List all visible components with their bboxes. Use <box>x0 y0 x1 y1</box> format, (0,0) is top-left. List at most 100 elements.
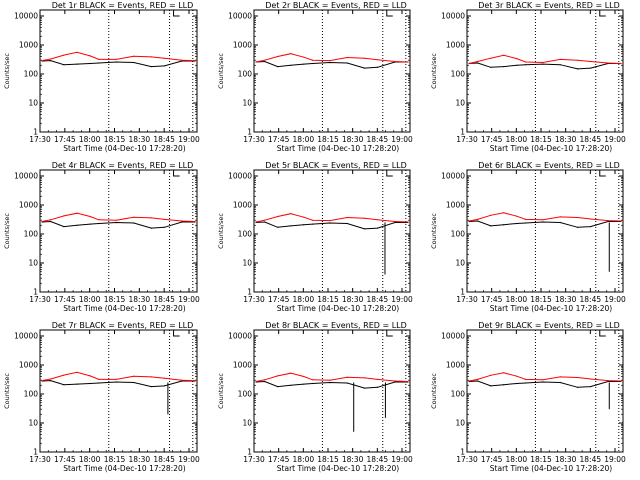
lld-point <box>277 375 279 377</box>
y-tick-label: 10 <box>455 259 465 268</box>
lld-point <box>303 216 305 218</box>
events-point <box>150 66 152 68</box>
lld-point <box>311 59 314 61</box>
lld-point <box>346 56 348 59</box>
y-tick-label: 10 <box>28 419 38 428</box>
events-point <box>163 65 165 67</box>
lld-point <box>620 62 622 65</box>
x-tick-label: 17:45 <box>54 135 76 144</box>
panel-title: Det 3r BLACK = Events, RED = LLD <box>478 1 620 10</box>
events-point <box>89 62 91 65</box>
lld-point <box>590 60 592 63</box>
lld-point <box>255 221 257 223</box>
x-tick-label: 18:00 <box>79 135 101 144</box>
y-tick-label: 10 <box>455 99 465 108</box>
events-point <box>516 382 518 385</box>
y-tick-label: 100 <box>451 390 466 399</box>
y-tick-label: 100 <box>24 70 39 79</box>
y-tick-label: 100 <box>238 390 253 399</box>
lld-point <box>150 56 152 58</box>
lld-point <box>524 378 527 380</box>
lld-point <box>264 379 266 381</box>
x-tick-label: 18:45 <box>367 135 389 144</box>
y-tick-label: 10 <box>28 259 38 268</box>
y-tick-label: 10000 <box>441 332 465 341</box>
lld-point <box>394 380 396 382</box>
x-axis-label: Start Time (04-Dec-10 17:28:20) <box>63 464 185 473</box>
events-point <box>559 64 561 66</box>
x-tick-label: 17:30 <box>456 135 478 144</box>
y-tick-label: 10000 <box>14 332 38 341</box>
events-series-line <box>41 60 195 68</box>
y-axis-label: Counts/sec <box>217 213 225 249</box>
x-tick-label: 18:00 <box>293 135 315 144</box>
panel-det-6: Det 6r BLACK = Events, RED = LLD 10000 100… <box>430 161 626 313</box>
events-point <box>150 386 152 388</box>
events-series-line <box>255 60 408 69</box>
panel-det-4: Det 4r BLACK = Events, RED = LLD 10000 100… <box>3 161 200 313</box>
y-tick-label: 1000 <box>446 361 465 370</box>
events-series-line <box>41 380 195 388</box>
panel-det-2: Det 2r BLACK = Events, RED = LLD 10000 100… <box>217 1 413 153</box>
lld-point <box>490 57 492 59</box>
lld-point <box>477 60 479 63</box>
lld-point <box>407 380 409 383</box>
panel-title: Det 8r BLACK = Events, RED = LLD <box>265 321 407 330</box>
lld-point <box>377 219 379 221</box>
events-point <box>63 226 65 228</box>
lld-point <box>303 56 305 58</box>
lld-point <box>542 219 544 221</box>
lld-series-line <box>41 212 196 222</box>
events-point <box>98 222 100 225</box>
y-tick-label: 10000 <box>14 12 38 21</box>
x-axis-label: Start Time (04-Dec-10 17:28:20) <box>277 144 399 153</box>
events-point <box>329 222 331 224</box>
x-tick-label: 19:00 <box>178 295 200 304</box>
x-tick-label: 18:15 <box>317 295 339 304</box>
events-point <box>50 220 52 223</box>
lld-point <box>516 58 518 60</box>
events-point <box>277 226 279 228</box>
lld-point <box>41 60 43 62</box>
events-point <box>590 67 592 69</box>
lld-point <box>377 378 379 380</box>
y-tick-label: 10000 <box>228 332 252 341</box>
lld-point <box>98 378 100 380</box>
lld-point <box>255 61 257 63</box>
lld-point <box>194 60 196 62</box>
events-point <box>76 224 78 226</box>
events-point <box>303 63 305 65</box>
lld-point <box>503 54 505 56</box>
lld-point <box>542 61 544 64</box>
x-tick-label: 19:00 <box>391 295 413 304</box>
x-tick-label: 19:00 <box>178 135 200 144</box>
lld-point <box>394 60 396 63</box>
lld-point <box>290 372 292 374</box>
panel-det-5: Det 5r BLACK = Events, RED = LLD 10000 100… <box>217 161 413 313</box>
y-tick-label: 1 <box>460 288 465 297</box>
x-tick-label: 19:00 <box>604 135 626 144</box>
events-point <box>490 385 492 387</box>
events-series-line <box>468 220 621 228</box>
lld-point <box>524 218 527 220</box>
events-point <box>490 225 492 227</box>
events-point <box>377 227 379 229</box>
lld-point <box>620 220 622 222</box>
lld-point <box>133 375 135 377</box>
lld-series-line <box>468 54 622 64</box>
events-point <box>76 63 78 65</box>
y-tick-label: 1000 <box>19 201 38 210</box>
lld-point <box>194 380 196 382</box>
lld-point <box>590 378 592 380</box>
y-tick-label: 10 <box>242 99 252 108</box>
events-point <box>115 221 117 224</box>
y-tick-label: 1000 <box>19 361 38 370</box>
attenuator-marker <box>173 170 180 177</box>
events-point <box>477 380 479 382</box>
events-point <box>163 385 165 387</box>
lld-point <box>150 376 152 378</box>
events-point <box>542 63 544 65</box>
lld-point <box>264 59 266 61</box>
y-tick-label: 10000 <box>228 172 252 181</box>
lld-point <box>115 219 117 221</box>
